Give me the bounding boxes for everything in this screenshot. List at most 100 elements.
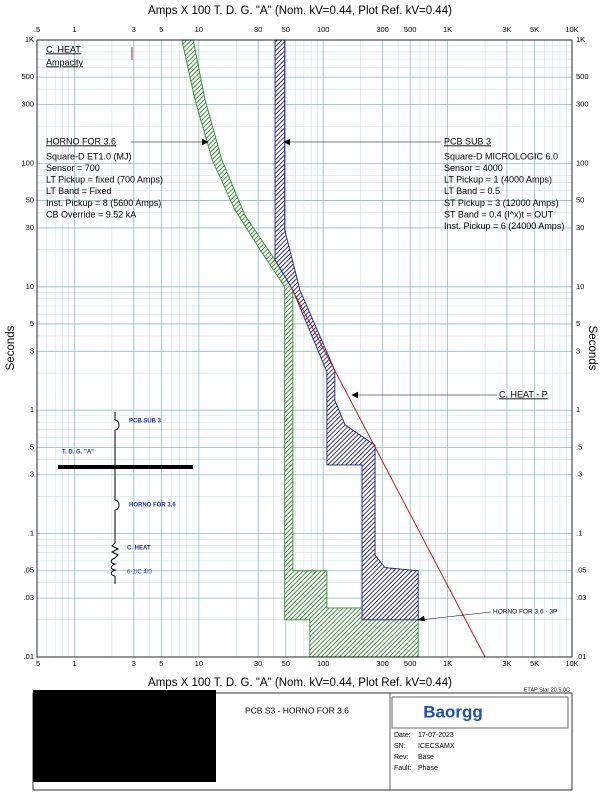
y-tick-label: .05	[24, 566, 34, 575]
y-tick-label: 500	[21, 72, 34, 81]
y-tick-label: 50	[576, 196, 584, 205]
y-tick-label: .5	[28, 442, 34, 451]
y-tick-label: .1	[576, 529, 582, 538]
series-label: Ampacity	[46, 57, 84, 67]
y-tick-label: .01	[576, 652, 586, 661]
curve-line	[290, 286, 486, 658]
y-tick-label: 100	[576, 158, 589, 167]
x-tick-label: 500	[404, 25, 417, 34]
y-tick-label: 3	[576, 346, 580, 355]
software-version: ETAP Star 20.5.0C	[524, 687, 570, 693]
leaders	[131, 138, 497, 622]
series-detail: LT Pickup = 1 (4000 Amps)	[444, 175, 552, 185]
series-detail: Sensor = 4000	[444, 163, 503, 173]
right-axis-title: Seconds	[586, 326, 598, 371]
y-tick-label: 5	[576, 319, 580, 328]
series-label: PCB SUB 3	[444, 136, 491, 146]
x-tick-label: 10	[195, 25, 203, 34]
x-tick-label: 300	[376, 659, 389, 668]
y-tick-label: 1	[30, 405, 34, 414]
series-detail: ST Band = 0.4 (I^x)t = OUT	[444, 209, 554, 219]
series-label: C. HEAT	[46, 44, 81, 54]
info-key: Rev:	[394, 754, 408, 761]
y-tick-label: 500	[576, 72, 589, 81]
x-tick-label: 1	[72, 659, 76, 668]
x-tick-label: 5	[159, 25, 163, 34]
x-tick-label: 50	[282, 659, 290, 668]
series-detail: ST Pickup = 3 (12000 Amps)	[444, 198, 559, 208]
y-tick-label: 5	[30, 319, 34, 328]
x-tick-label: 3K	[502, 25, 511, 34]
x-tick-label: 3	[132, 659, 136, 668]
x-tick-label: 3K	[502, 659, 511, 668]
one-line-diagram	[58, 412, 193, 584]
info-key: Fault:	[394, 765, 412, 772]
x-tick-label: 30	[254, 659, 262, 668]
y-tick-label: 300	[576, 100, 589, 109]
x-tick-label: 500	[404, 659, 417, 668]
y-tick-label: 1K	[576, 35, 585, 44]
project-title: PCB S3 - HORNO FOR 3.6	[245, 705, 349, 715]
y-tick-label: .5	[576, 442, 582, 451]
y-tick-label: 10	[26, 282, 34, 291]
x-tick-label: 1	[72, 25, 76, 34]
info-key: SN:	[394, 743, 406, 750]
info-value: 17-07-2023	[418, 732, 454, 739]
oneline-label: HORNO FOR 3.6	[129, 503, 176, 509]
x-tick-label: 5	[159, 659, 163, 668]
y-tick-label: 100	[21, 158, 34, 167]
series-detail: Inst. Pickup = 6 (24000 Amps)	[444, 221, 564, 231]
series-detail: LT Band = Fixed	[46, 186, 111, 196]
info-value: ICECSAMX	[418, 743, 455, 750]
x-tick-label: 300	[376, 25, 389, 34]
info-value: Phase	[418, 765, 438, 772]
x-tick-label: 10K	[565, 659, 578, 668]
y-tick-label: .01	[24, 652, 34, 661]
series-detail: LT Pickup = fixed (700 Amps)	[46, 175, 163, 185]
y-tick-label: 30	[26, 223, 34, 232]
x-tick-label: 100	[317, 25, 330, 34]
redacted-block	[33, 690, 216, 782]
top-axis-title: Amps X 100 T. D. G. "A" (Nom. kV=0.44, P…	[148, 5, 452, 17]
logo-box	[391, 696, 569, 729]
y-tick-label: 30	[576, 223, 584, 232]
annotation: HORNO FOR 3.6 - 3P	[493, 609, 557, 616]
series-detail: Sensor = 700	[46, 163, 100, 173]
series-detail: CB Override = 9.52 kA	[46, 209, 136, 219]
x-tick-label: 50	[282, 25, 290, 34]
y-tick-label: .3	[28, 470, 34, 479]
x-tick-label: 3	[132, 25, 136, 34]
y-tick-label: 1	[576, 405, 580, 414]
logo: Baorgg	[423, 702, 483, 721]
y-tick-label: 10	[576, 282, 584, 291]
y-tick-label: .05	[576, 566, 586, 575]
y-tick-label: 300	[21, 100, 34, 109]
oneline-label: PCB SUB 3	[129, 419, 162, 425]
y-tick-label: 3	[30, 346, 34, 355]
oneline-label: C. HEAT	[127, 546, 151, 552]
x-tick-label: 1K	[443, 659, 452, 668]
series-detail: Square-D ET1.0 (MJ)	[46, 151, 132, 161]
plot-frame	[36, 39, 573, 658]
y-tick-label: .1	[28, 529, 34, 538]
x-tick-label: .5	[34, 25, 40, 34]
x-tick-label: 100	[317, 659, 330, 668]
oneline-label: T. D. G. "A"	[62, 450, 94, 456]
series-label: C. HEAT - P	[499, 389, 548, 399]
x-tick-label: 5K	[530, 25, 539, 34]
info-key: Date:	[394, 732, 411, 739]
x-tick-label: 1K	[443, 25, 452, 34]
y-tick-label: .3	[576, 470, 582, 479]
series-label: HORNO FOR 3.6	[46, 136, 116, 146]
series-detail: Square-D MICROLOGIC 6.0	[444, 151, 558, 161]
series-detail: Inst. Pickup = 8 (5600 Amps)	[46, 198, 161, 208]
oneline-label: 6-1/C 4/0	[127, 570, 152, 576]
info-list: Date: 17-07-2023 SN: ICECSAMX Rev: Base Fault:…	[394, 732, 455, 772]
x-tick-label: 5K	[530, 659, 539, 668]
y-tick-label: 1K	[25, 35, 34, 44]
y-tick-label: .03	[576, 593, 586, 602]
left-axis-title: Seconds	[5, 325, 17, 370]
curve-band	[274, 39, 419, 621]
